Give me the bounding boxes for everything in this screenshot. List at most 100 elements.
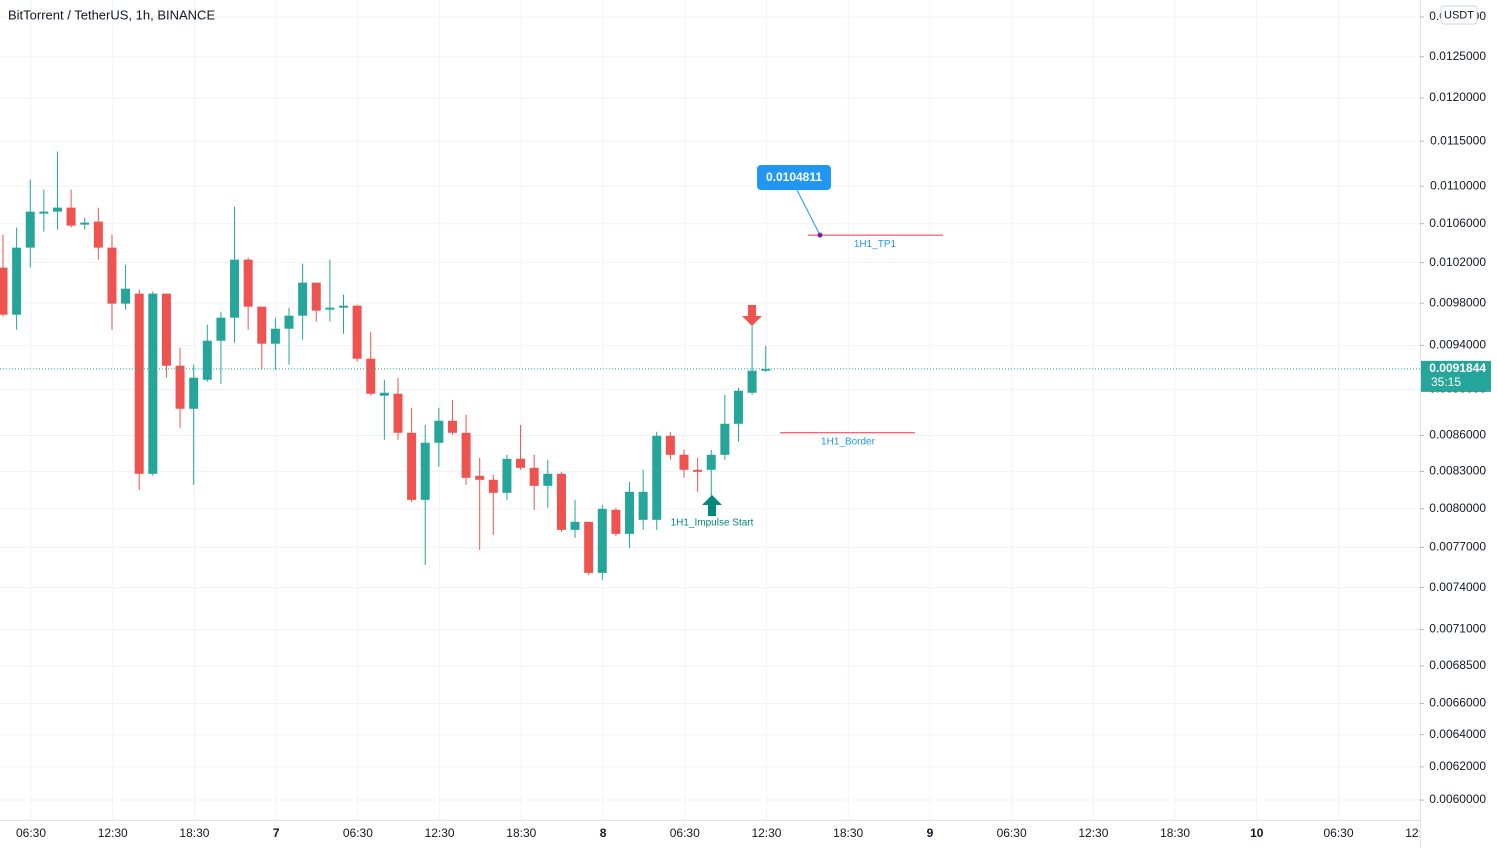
- currency-badge: [1440, 5, 1478, 25]
- sell-arrow: [742, 305, 762, 326]
- y-tick-label: 0.0077000: [1429, 540, 1486, 554]
- candle-body: [284, 315, 294, 329]
- candle-body: [93, 221, 103, 248]
- candle-body: [693, 469, 703, 472]
- candle-body: [80, 222, 90, 225]
- candle-body: [529, 467, 539, 486]
- candle-body: [230, 259, 240, 318]
- x-tick-label: 10: [1250, 826, 1264, 840]
- candle-body: [325, 307, 335, 310]
- candle-body: [161, 293, 171, 366]
- y-tick-label: 0.0110000: [1430, 178, 1486, 192]
- x-tick-label: 12:30: [751, 826, 781, 840]
- y-tick-label: 0.0068500: [1429, 658, 1486, 672]
- y-tick-label: 0.0060000: [1429, 792, 1486, 806]
- y-tick-label: 0.0083000: [1429, 464, 1486, 478]
- y-tick-label: 0.0080000: [1429, 501, 1486, 515]
- x-tick-label: 06:30: [670, 826, 700, 840]
- y-tick-label: 0.0120000: [1429, 90, 1486, 104]
- callout-text: 0.0104811: [766, 170, 822, 184]
- candle-body: [679, 454, 689, 470]
- candle-body: [216, 317, 226, 341]
- candle-body: [107, 247, 117, 304]
- candle-body: [638, 491, 648, 520]
- candle-body: [407, 432, 417, 500]
- x-tick-label: 12:30: [1405, 826, 1435, 840]
- candle-body: [202, 340, 212, 380]
- x-tick-label: 06:30: [1324, 826, 1354, 840]
- x-tick-label: 9: [927, 826, 934, 840]
- border-label: 1H1_Border: [821, 436, 876, 447]
- y-tick-label: 0.0071000: [1429, 622, 1486, 636]
- candle-body: [733, 390, 743, 424]
- y-tick-label: 0.0125000: [1429, 49, 1486, 63]
- candle-body: [189, 377, 199, 409]
- y-tick-label: 0.0066000: [1429, 696, 1486, 710]
- x-tick-label: 06:30: [343, 826, 373, 840]
- candle-body: [597, 508, 607, 573]
- candle-body: [339, 305, 348, 308]
- y-tick-label: 0.0098000: [1429, 295, 1486, 309]
- candle-body: [0, 267, 8, 315]
- candle-body: [121, 288, 131, 304]
- currency-label: USDT: [1444, 9, 1474, 21]
- x-tick-label: 06:30: [16, 826, 46, 840]
- candle-body: [761, 368, 771, 371]
- candle-body: [611, 509, 621, 534]
- price-axis-bg: [1420, 0, 1497, 848]
- candle-body: [66, 207, 76, 226]
- x-tick-label: 12:30: [1078, 826, 1108, 840]
- candle-body: [720, 423, 730, 455]
- candle-body: [366, 358, 376, 394]
- candle-body: [175, 365, 185, 409]
- candle-body: [706, 454, 716, 470]
- candle-body: [434, 420, 444, 443]
- x-tick-label: 06:30: [997, 826, 1027, 840]
- candle-body: [39, 211, 49, 214]
- candle-body: [257, 306, 267, 344]
- y-tick-label: 0.0062000: [1429, 759, 1486, 773]
- candle-body: [447, 420, 457, 433]
- candle-body: [475, 475, 485, 480]
- y-tick-label: 0.0086000: [1429, 428, 1486, 442]
- candle-body: [461, 432, 471, 478]
- callout-box: [757, 165, 831, 190]
- candle-body: [652, 435, 662, 520]
- callout-dot: [817, 232, 823, 238]
- candle-body: [420, 442, 430, 500]
- candle-body: [488, 479, 498, 493]
- y-tick-label: 0.0106000: [1429, 216, 1486, 230]
- y-tick-label: 0.0115000: [1430, 133, 1486, 147]
- candle-body: [52, 207, 62, 212]
- candle-body: [625, 491, 635, 534]
- time-axis-labels: 06:30 12:30 18:30 7 06:30 12:30 18:30 8 06:30 12:…: [16, 826, 1435, 840]
- candle-body: [747, 370, 757, 393]
- last-price-label: 0.0091844: [1429, 361, 1486, 375]
- candle-body: [298, 282, 308, 316]
- candle-body: [502, 458, 512, 493]
- last-price-box: [1421, 360, 1491, 392]
- callout-connector: [796, 189, 821, 236]
- candle-body: [379, 392, 389, 396]
- candle-body: [134, 293, 144, 474]
- x-tick-label: 7: [273, 826, 280, 840]
- y-tick-label: 0.0074000: [1429, 580, 1486, 594]
- countdown-label: 35:15: [1431, 375, 1461, 389]
- candle-body: [12, 247, 22, 315]
- candle-body: [556, 473, 566, 530]
- candle-body: [352, 305, 362, 359]
- buy-arrow: [702, 495, 722, 516]
- y-tick-label: 0.0102000: [1429, 255, 1486, 269]
- candle-body: [270, 328, 280, 344]
- candle-body: [584, 521, 594, 573]
- candle-body: [148, 293, 158, 474]
- candle-body: [393, 393, 403, 433]
- tp1-label: 1H1_TP1: [854, 239, 897, 250]
- x-tick-label: 18:30: [179, 826, 209, 840]
- x-tick-label: 8: [600, 826, 607, 840]
- chart-title: BitTorrent / TetherUS, 1h, BINANCE: [8, 7, 215, 22]
- y-tick-label: 0.0094000: [1429, 338, 1486, 352]
- x-tick-label: 12:30: [98, 826, 128, 840]
